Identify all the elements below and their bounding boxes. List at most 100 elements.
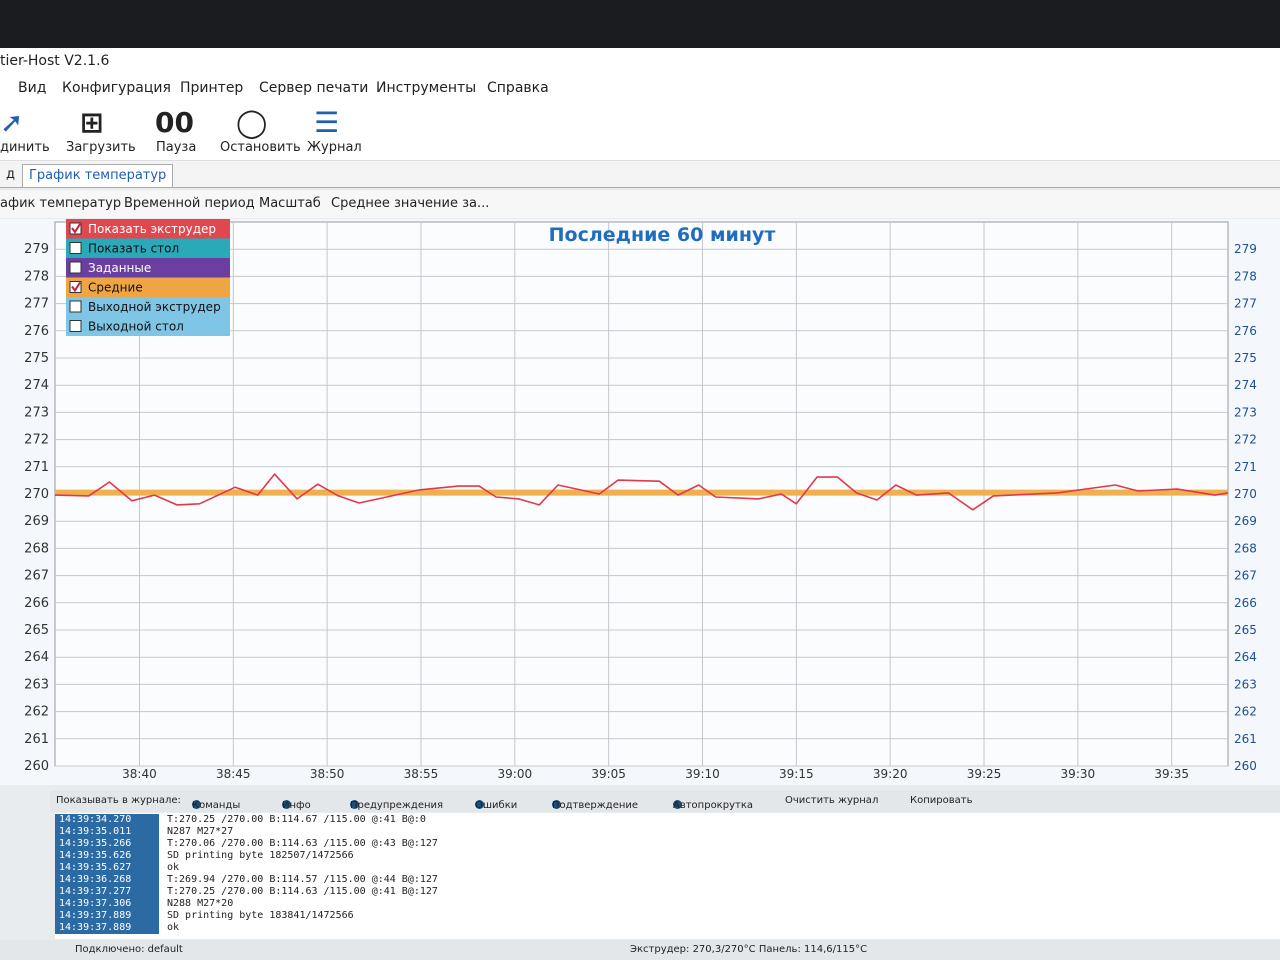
log-row: 14:39:35.626 SD printing byte 182507/1472… (55, 850, 1280, 862)
chart-menu-item[interactable]: Временной период (124, 196, 255, 211)
x-tick-label: 38:40 (122, 767, 157, 781)
toolbar-button[interactable]: Пауза (156, 140, 197, 155)
log-row: 14:39:35.011 N287 M27*27 (55, 826, 1280, 838)
menu-item[interactable]: Инструменты (376, 80, 477, 96)
y2-tick-label: 261 (1234, 732, 1257, 746)
radio-dot (673, 800, 682, 809)
log-message: T:270.25 /270.00 B:114.63 /115.00 @:41 B… (167, 886, 438, 897)
radio-dot (350, 800, 359, 809)
log-time: 14:39:35.626 (55, 850, 159, 862)
y-tick-label: 275 (24, 351, 49, 366)
series-line (54, 473, 1229, 511)
chart-menu-item[interactable]: Среднее значение за... (331, 196, 490, 211)
y2-tick-label: 265 (1234, 623, 1257, 637)
menu-item[interactable]: Конфигурация (62, 80, 171, 96)
legend-item (66, 277, 230, 297)
y2-tick-label: 264 (1234, 650, 1257, 664)
y-tick-label: 271 (24, 460, 49, 475)
legend-item (66, 297, 230, 317)
y2-tick-label: 276 (1234, 324, 1257, 338)
chart-menu-item[interactable]: афик температур (0, 196, 122, 211)
radio-dot (552, 800, 561, 809)
connect-icon: ➚ (0, 106, 24, 139)
toolbar: ➚ ⊞ 00 ◯ ☰ динить Загрузить Пауза Остановит… (0, 102, 1280, 161)
log-row: 14:39:35.266 T:270.06 /270.00 B:114.63 /1… (55, 838, 1280, 850)
y2-tick-label: 263 (1234, 677, 1257, 691)
chart-title: Последние 60 минут (549, 224, 776, 246)
legend-item (66, 238, 230, 258)
legend-label[interactable]: Заданные (88, 261, 151, 275)
log-message: T:270.06 /270.00 B:114.63 /115.00 @:43 B… (167, 838, 438, 849)
log-row: 14:39:34.270 T:270.25 /270.00 B:114.67 /1… (55, 814, 1280, 826)
x-tick-label: 39:10 (685, 767, 720, 781)
menu-item[interactable]: Вид (18, 80, 47, 96)
y-tick-label: 261 (24, 732, 49, 747)
chart-menu-item[interactable]: Масштаб (259, 196, 321, 211)
log-message: ok (167, 862, 180, 873)
menu-item[interactable]: Принтер (180, 80, 244, 96)
load-icon: ⊞ (80, 106, 104, 139)
toolbar-button[interactable]: Остановить (220, 140, 301, 155)
radio-dot (475, 800, 484, 809)
x-tick-label: 38:55 (404, 767, 439, 781)
x-tick-label: 39:35 (1154, 767, 1189, 781)
legend-checkbox[interactable] (69, 242, 82, 254)
x-tick-label: 39:30 (1061, 767, 1096, 781)
log-action[interactable]: Очистить журнал (785, 795, 879, 806)
y2-tick-label: 268 (1234, 541, 1257, 555)
x-tick-label: 39:20 (873, 767, 908, 781)
legend-checkbox[interactable] (69, 261, 82, 274)
log-message: N287 M27*27 (167, 826, 234, 837)
log-option-label: Подтверждение (552, 800, 639, 811)
log-icon: ☰ (314, 106, 340, 139)
tab[interactable]: График температур (22, 164, 174, 187)
y-tick-label: 266 (24, 596, 49, 611)
toolbar-button[interactable]: Загрузить (66, 140, 136, 155)
tab-bar: д График температур (0, 161, 1280, 188)
log-option-label: Автопрокрутка (673, 800, 753, 811)
legend-label[interactable]: Выходной экструдер (88, 300, 221, 314)
y2-tick-label: 273 (1234, 405, 1257, 419)
y2-tick-label: 275 (1234, 351, 1257, 365)
tab[interactable]: д (6, 167, 15, 182)
menu-item[interactable]: Справка (487, 80, 549, 96)
legend-item (66, 219, 230, 239)
y2-tick-label: 260 (1234, 759, 1257, 773)
x-tick-label: 38:45 (216, 767, 251, 781)
legend-checkbox[interactable] (69, 300, 82, 313)
toolbar-button[interactable]: Журнал (307, 140, 362, 155)
status-bar: Подключено: default Экструдер: 270,3/270… (0, 940, 1280, 960)
log-time: 14:39:35.266 (55, 838, 159, 850)
legend-label[interactable]: Выходной стол (88, 320, 184, 334)
legend-checkbox[interactable] (69, 222, 82, 235)
legend-label[interactable]: Показать стол (88, 242, 179, 256)
log-action[interactable]: Копировать (910, 795, 973, 806)
legend-label[interactable]: Средние (88, 281, 143, 295)
log-time: 14:39:37.889 (55, 922, 159, 934)
y2-tick-label: 267 (1234, 569, 1257, 583)
legend-checkbox[interactable] (69, 320, 82, 332)
menu-item[interactable]: Сервер печати (259, 80, 369, 96)
window-title: tier-Host V2.1.6 (0, 53, 110, 69)
legend-item (66, 258, 230, 278)
y2-tick-label: 277 (1234, 297, 1257, 311)
log-row: 14:39:37.277 T:270.25 /270.00 B:114.63 /1… (55, 886, 1280, 898)
radio-dot (282, 800, 291, 809)
y-tick-label: 272 (24, 433, 49, 448)
connection-status: Подключено: default (75, 944, 183, 955)
y-tick-label: 276 (24, 324, 49, 339)
log-row: 14:39:37.889 ok (55, 922, 1280, 934)
log-show-label: Показывать в журнале: (56, 795, 181, 806)
y2-tick-label: 270 (1234, 487, 1257, 501)
log-message: N288 M27*20 (167, 898, 234, 909)
legend-label[interactable]: Показать экструдер (88, 222, 216, 236)
toolbar-button[interactable]: динить (0, 140, 50, 155)
log-time: 14:39:35.011 (55, 826, 159, 838)
x-tick-label: 39:05 (591, 767, 626, 781)
log-message: T:269.94 /270.00 B:114.57 /115.00 @:44 B… (167, 874, 438, 885)
legend-checkbox[interactable] (69, 281, 82, 293)
log-row: 14:39:35.627 ok (55, 862, 1280, 874)
y2-tick-label: 278 (1234, 269, 1257, 283)
log-time: 14:39:37.306 (55, 898, 159, 910)
